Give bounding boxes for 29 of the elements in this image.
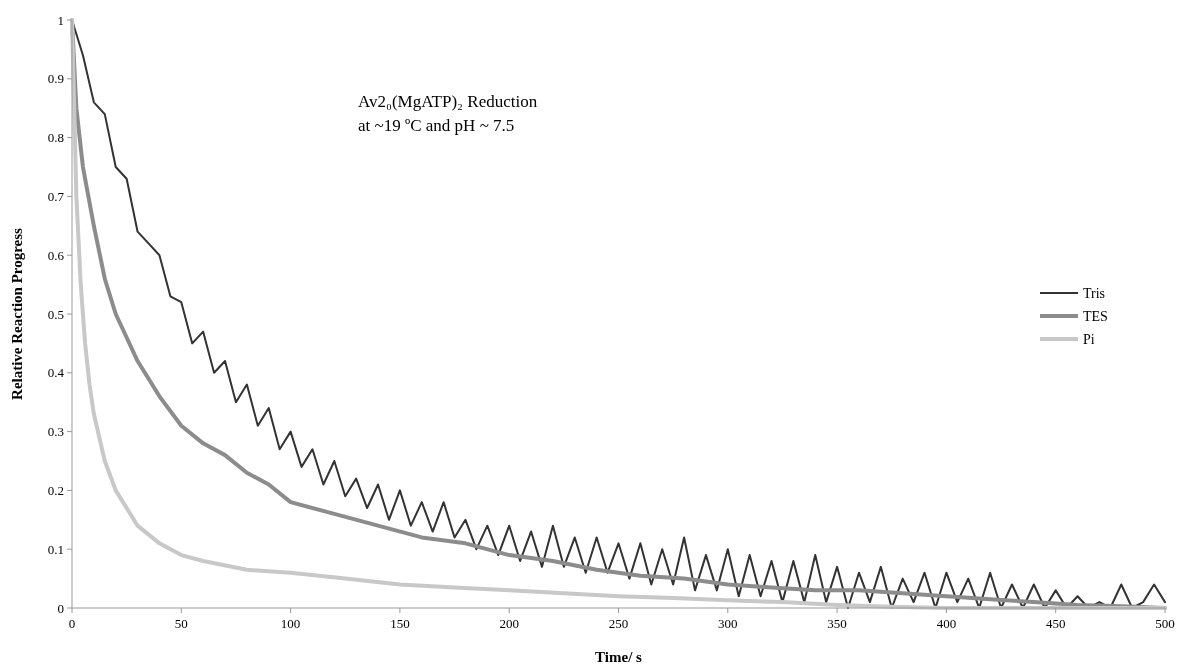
legend-label: Tris (1083, 285, 1106, 301)
y-tick-label: 0.5 (47, 306, 64, 322)
x-tick-label: 200 (499, 616, 519, 631)
y-tick-label: 0.4 (47, 365, 65, 381)
y-tick-label: 0.1 (47, 541, 64, 557)
y-axis-title: Relative Reaction Progress (9, 227, 25, 400)
x-tick-label: 450 (1045, 616, 1066, 631)
x-tick-label: 400 (936, 616, 957, 631)
annotation: Av2₀(MgATP)₂ Reduction (358, 92, 538, 111)
x-tick-label: 500 (1155, 616, 1175, 631)
y-tick-label: 0.9 (47, 71, 64, 87)
x-tick-label: 300 (718, 616, 738, 631)
x-tick-label: 50 (174, 616, 188, 631)
y-tick-label: 0.7 (47, 188, 65, 204)
legend-label: Pi (1083, 331, 1095, 347)
x-tick-label: 350 (827, 616, 847, 631)
y-tick-label: 1 (57, 12, 64, 28)
x-tick-label: 0 (68, 616, 76, 631)
x-tick-label: 150 (390, 616, 410, 631)
legend-label: TES (1083, 308, 1108, 324)
y-tick-label: 0.3 (47, 424, 64, 440)
y-tick-label: 0.8 (47, 130, 64, 146)
y-tick-label: 0.6 (47, 247, 65, 263)
y-tick-label: 0.2 (47, 482, 64, 498)
y-tick-label: 0 (57, 600, 64, 616)
x-tick-label: 100 (280, 616, 301, 631)
x-axis-title: Time/ s (595, 649, 643, 665)
x-tick-label: 250 (608, 616, 629, 631)
annotation: at ~19 ºC and pH ~ 7.5 (358, 116, 515, 135)
